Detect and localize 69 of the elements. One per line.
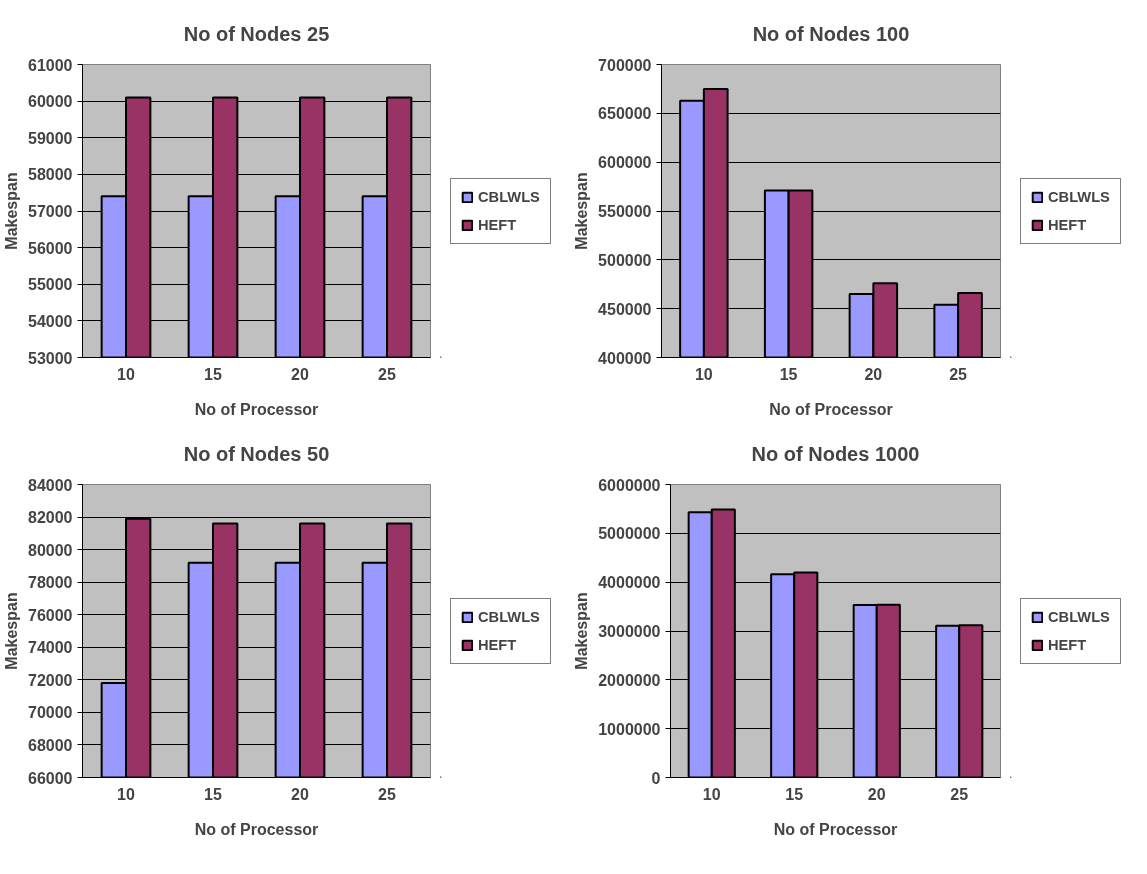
y-tick-label: 61000	[28, 56, 73, 74]
legend-label: HEFT	[478, 216, 517, 233]
x-tick-label: 20	[291, 785, 309, 803]
y-tick-label: 450000	[598, 300, 652, 318]
y-tick-label: 66000	[28, 769, 73, 787]
x-tick-label: 15	[204, 785, 222, 803]
x-tick-label: 10	[702, 785, 721, 803]
legend-label: CBLWLS	[478, 188, 540, 205]
x-axis-title: No of Processor	[194, 820, 319, 838]
y-tick-label: 76000	[28, 606, 73, 624]
y-tick-label: 58000	[28, 166, 73, 184]
y-tick-label: 60000	[28, 93, 73, 111]
y-axis-title: Makespan	[3, 172, 21, 250]
y-tick-label: 68000	[28, 736, 73, 754]
x-tick-label: 25	[949, 365, 968, 383]
y-tick-label: 5000000	[598, 525, 661, 543]
y-tick-label: 550000	[598, 203, 652, 220]
x-tick-label: 10	[117, 365, 135, 383]
x-tick-label: 25	[378, 785, 396, 803]
chart-title: No of Nodes 25	[183, 22, 330, 45]
legend-label: HEFT	[1048, 636, 1087, 653]
y-tick-label: 82000	[28, 509, 73, 527]
y-tick-label: 600000	[598, 154, 652, 172]
y-tick-label: 57000	[28, 203, 73, 220]
y-tick-label: 1000000	[598, 720, 661, 738]
x-tick-label: 20	[291, 365, 309, 383]
chart-title: No of Nodes 1000	[751, 442, 920, 465]
x-tick-label: 15	[779, 365, 798, 383]
y-tick-label: 0	[651, 769, 661, 787]
legend-label: CBLWLS	[1048, 608, 1110, 625]
y-tick-label: 6000000	[598, 476, 661, 494]
x-tick-label: 10	[694, 365, 713, 383]
legend-label: CBLWLS	[478, 608, 540, 625]
y-tick-label: 500000	[598, 251, 652, 269]
y-axis-title: Makespan	[573, 172, 591, 250]
x-tick-label: 25	[378, 365, 396, 383]
y-axis-title: Makespan	[3, 592, 21, 670]
y-tick-label: 72000	[28, 671, 73, 689]
y-tick-label: 400000	[598, 349, 652, 367]
y-tick-label: 700000	[598, 56, 652, 74]
x-tick-label: 10	[117, 785, 135, 803]
x-axis-title: No of Processor	[773, 820, 898, 838]
y-tick-label: 70000	[28, 704, 73, 722]
y-tick-label: 55000	[28, 276, 73, 294]
y-tick-label: 650000	[598, 105, 652, 123]
y-tick-label: 56000	[28, 239, 73, 257]
y-tick-label: 84000	[28, 476, 73, 494]
y-tick-label: 2000000	[598, 671, 661, 689]
x-tick-label: 15	[785, 785, 804, 803]
legend-label: CBLWLS	[1048, 188, 1110, 205]
x-tick-label: 20	[867, 785, 886, 803]
y-tick-label: 4000000	[598, 574, 661, 592]
y-tick-label: 80000	[28, 541, 73, 559]
y-axis-title: Makespan	[573, 592, 591, 670]
y-tick-label: 74000	[28, 639, 73, 657]
y-tick-label: 53000	[28, 349, 73, 367]
x-tick-label: 15	[204, 365, 222, 383]
legend-label: HEFT	[478, 636, 517, 653]
x-axis-title: No of Processor	[194, 400, 319, 418]
x-tick-label: 25	[950, 785, 969, 803]
y-tick-label: 54000	[28, 312, 73, 330]
legend-label: HEFT	[1048, 216, 1087, 233]
chart-title: No of Nodes 100	[752, 22, 910, 45]
y-tick-label: 3000000	[598, 623, 661, 640]
x-axis-title: No of Processor	[769, 400, 893, 418]
x-tick-label: 20	[864, 365, 883, 383]
y-tick-label: 59000	[28, 129, 73, 147]
chart-title: No of Nodes 50	[183, 442, 330, 465]
y-tick-label: 78000	[28, 574, 73, 592]
